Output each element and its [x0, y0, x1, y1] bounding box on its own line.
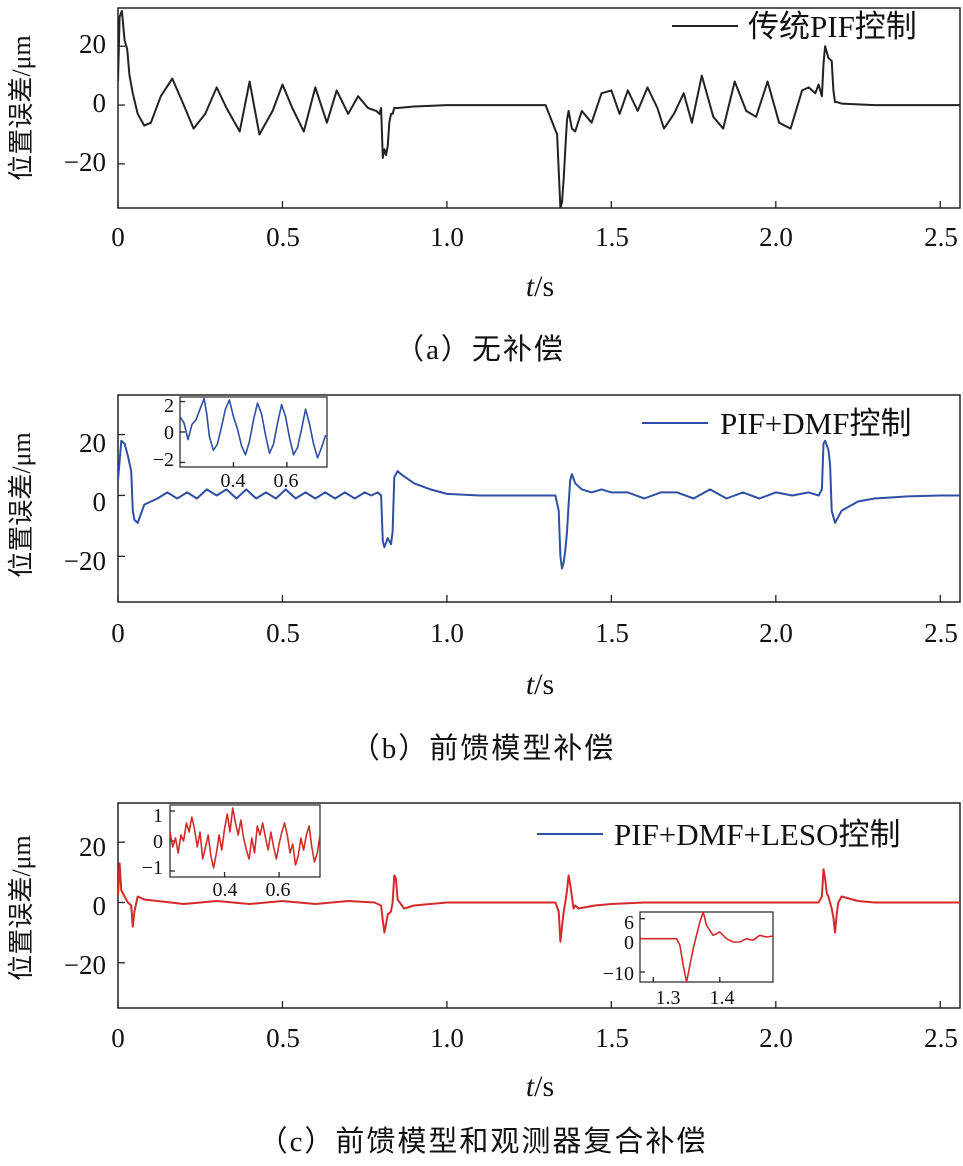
y-tick-label: 0: [93, 891, 107, 921]
x-tick-label: 2.0: [759, 222, 793, 252]
inset-x-tick-label: 0.4: [221, 470, 246, 492]
data-marks: [117, 9, 960, 1008]
y-tick-label: 20: [79, 832, 106, 862]
x-tick-label: 0: [111, 618, 125, 648]
x-tick-label: 1.0: [430, 618, 464, 648]
y-axis-label: 位置误差/μm: [7, 835, 36, 980]
inset-y-tick-label: 1: [153, 805, 163, 827]
plot-frame: [117, 394, 961, 603]
plot-frame: [117, 7, 961, 209]
x-tick-label: 2.0: [759, 618, 793, 648]
inset-x-tick-label: 1.4: [710, 987, 735, 1009]
legend-label: PIF+DMF+LESO控制: [614, 817, 900, 852]
inset-x-tick-labels: 0.4 0.6: [221, 470, 299, 492]
x-tick-label: 0.5: [266, 618, 300, 648]
x-tick-labels: 0 0.5 1.0 1.5 2.0 2.5: [111, 222, 958, 252]
panel-caption: （c）前馈模型和观测器复合补偿: [259, 1125, 708, 1158]
x-axis-label: t/s: [526, 1070, 554, 1103]
inset-y-tick-labels: 6 0 −10: [603, 912, 634, 985]
inset-series-line: [170, 807, 320, 869]
x-axis-label-unit: /s: [534, 1070, 554, 1103]
x-tick-label: 0.5: [266, 222, 300, 252]
x-axis-label: t/s: [526, 668, 554, 701]
inset-x-tick-label: 0.6: [274, 470, 299, 492]
x-tick-labels: 0 0.5 1.0 1.5 2.0 2.5: [111, 618, 958, 648]
y-tick-label: 20: [79, 428, 106, 458]
panel-b: 0 0.5 1.0 1.5 2.0 2.5 20 0 −20 位置误差/μm t…: [7, 394, 961, 765]
x-tick-label: 2.0: [759, 1023, 793, 1053]
inset-y-tick-label: 2: [164, 395, 174, 417]
y-tick-label: 0: [93, 88, 107, 118]
x-axis-label-var: t: [526, 270, 535, 303]
inset-frame: [179, 396, 328, 468]
inset-x-tick-label: 1.3: [656, 987, 681, 1009]
inset-y-tick-label: −2: [153, 449, 174, 471]
x-tick-label: 1.0: [430, 222, 464, 252]
series-line: [118, 9, 960, 208]
x-axis-label-unit: /s: [534, 270, 554, 303]
inset-x-tick-labels: 1.3 1.4: [656, 987, 735, 1009]
legend-label: PIF+DMF控制: [720, 406, 911, 441]
y-tick-label: −20: [64, 546, 106, 576]
x-tick-label: 0: [111, 1023, 125, 1053]
x-tick-label: 0.5: [266, 1023, 300, 1053]
x-tick-labels: 0 0.5 1.0 1.5 2.0 2.5: [111, 1023, 958, 1053]
y-tick-labels: 20 0 −20: [64, 832, 106, 980]
y-tick-label: 0: [93, 487, 107, 517]
plot-frame: [117, 802, 961, 1009]
inset-y-tick-label: −1: [142, 857, 163, 879]
x-tick-label: 1.0: [430, 1023, 464, 1053]
panel-caption: （b）前馈模型补偿: [351, 732, 616, 765]
inset-x-tick-label: 0.6: [266, 879, 291, 901]
inset-y-tick-label: 0: [164, 422, 174, 444]
y-tick-label: 20: [79, 29, 106, 59]
inset-x-tick-labels: 0.4 0.6: [213, 879, 291, 901]
series-line: [118, 439, 960, 570]
x-tick-label: 1.5: [595, 1023, 629, 1053]
y-tick-label: −20: [64, 147, 106, 177]
panel-caption: （a）无补偿: [395, 333, 565, 366]
inset-y-tick-labels: 1 0 −1: [142, 805, 163, 879]
inset-y-tick-labels: 2 0 −2: [153, 395, 174, 471]
y-tick-labels: 20 0 −20: [64, 428, 106, 576]
inset-y-tick-label: 0: [624, 932, 634, 954]
x-tick-label: 0: [111, 222, 125, 252]
inset-y-tick-label: 6: [624, 912, 634, 934]
inset-series-line: [180, 397, 327, 459]
y-axis-label: 位置误差/μm: [7, 35, 36, 180]
legend-label: 传统PIF控制: [748, 9, 917, 44]
x-axis-label-var: t: [526, 1070, 535, 1103]
inset-y-tick-label: −10: [603, 963, 634, 985]
panel-c: 0 0.5 1.0 1.5 2.0 2.5 20 0 −20 位置误差/μm t…: [7, 802, 961, 1158]
y-axis-label: 位置误差/μm: [7, 432, 36, 577]
inset-y-tick-label: 0: [153, 831, 163, 853]
y-tick-label: −20: [64, 950, 106, 980]
x-tick-label: 2.5: [924, 618, 958, 648]
inset-series-line: [640, 912, 773, 982]
x-tick-label: 2.5: [924, 1023, 958, 1053]
y-tick-labels: 20 0 −20: [64, 29, 106, 177]
x-axis-label-unit: /s: [534, 668, 554, 701]
x-axis-label: t/s: [526, 270, 554, 303]
panel-a: 0 0.5 1.0 1.5 2.0 2.5 20 0 −20 位置误差/μm t…: [7, 7, 961, 366]
x-axis-label-var: t: [526, 668, 535, 701]
inset-x-tick-label: 0.4: [213, 879, 238, 901]
x-tick-label: 1.5: [595, 222, 629, 252]
series-line: [118, 862, 960, 943]
x-tick-label: 1.5: [595, 618, 629, 648]
x-tick-label: 2.5: [924, 222, 958, 252]
